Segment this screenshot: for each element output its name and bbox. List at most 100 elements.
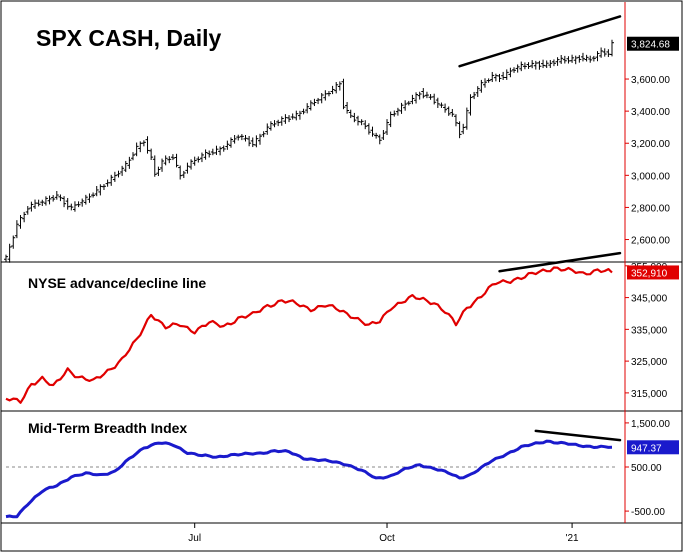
spx-y-tick-label: 3,600.00 <box>631 75 670 86</box>
spx-ohlc-bar <box>181 170 186 179</box>
breadth-y-axis: 1,500.00 500.00 -500.00 <box>625 419 670 518</box>
spx-ohlc-bar <box>225 140 230 150</box>
spx-ohlc-bar <box>352 112 357 123</box>
spx-ohlc-bar <box>94 185 99 197</box>
spx-ohlc-bar <box>268 121 273 131</box>
spx-ohlc-bar <box>482 78 487 88</box>
spx-ohlc-bar <box>450 108 455 117</box>
spx-ohlc-bar <box>512 67 517 73</box>
spx-ohlc-bar <box>319 93 324 104</box>
spx-last-value-label: 3,824.68 <box>631 40 670 51</box>
spx-ohlc-bar <box>551 59 556 67</box>
spx-ohlc-bar <box>599 47 604 58</box>
spx-ohlc-bar <box>595 51 600 62</box>
spx-ohlc-bar <box>170 154 175 161</box>
spx-ohlc-bar <box>297 110 302 120</box>
spx-y-tick-label: 2,600.00 <box>631 236 670 247</box>
spx-last-value-tag-bg <box>627 36 679 51</box>
spx-ohlc-bar <box>101 184 106 191</box>
spx-ohlc-bar <box>486 78 491 83</box>
x-tick-label: '21 <box>566 533 579 544</box>
ad-line-y-tick-label: 345,000 <box>631 294 668 305</box>
spx-ohlc-bar <box>258 133 263 145</box>
spx-ohlc-bar <box>294 110 299 121</box>
breadth-series <box>5 439 613 519</box>
spx-ohlc-bar <box>123 160 128 173</box>
spx-ohlc-bar <box>287 115 292 123</box>
spx-ohlc-bar <box>537 60 542 70</box>
spx-ohlc-bar <box>559 55 564 64</box>
spx-ohlc-bar <box>152 155 157 177</box>
spx-ohlc-bar <box>109 174 114 186</box>
spx-ohlc-bar <box>366 123 371 135</box>
spx-ohlc-bar <box>341 78 346 110</box>
ad-line-last-value-tag-bg <box>627 265 679 280</box>
spx-ohlc-bar <box>196 156 201 163</box>
spx-ohlc-bar <box>167 156 172 164</box>
spx-ohlc-bar <box>76 201 81 208</box>
spx-ohlc-bar <box>54 191 59 200</box>
spx-ohlc-bar <box>7 243 12 263</box>
breadth-panel: 1,500.00 500.00 -500.00 Mid-Term Breadth I… <box>5 419 679 519</box>
spx-ohlc-bar <box>47 195 52 205</box>
spx-ohlc-bar <box>25 206 30 215</box>
breadth-panel-title: Mid-Term Breadth Index <box>28 420 187 436</box>
spx-ohlc-bar <box>14 220 19 239</box>
spx-ohlc-bar <box>185 162 190 174</box>
spx-ohlc-bar <box>243 134 248 142</box>
spx-ohlc-bar <box>446 106 451 116</box>
spx-ohlc-bar <box>326 91 331 97</box>
breadth-y-tick-label: 500.00 <box>631 463 662 474</box>
spx-ohlc-bar <box>577 55 582 63</box>
spx-ohlc-bar <box>127 156 132 169</box>
spx-ohlc-bar <box>580 52 585 62</box>
spx-ohlc-bar <box>247 135 252 147</box>
spx-ohlc-bar <box>207 150 212 158</box>
spx-ohlc-bar <box>424 91 429 99</box>
spx-ohlc-bar <box>602 48 607 57</box>
spx-panel: 2,600.00 2,800.00 3,000.00 3,200.00 3,400.00… <box>4 15 679 263</box>
spx-ohlc-bar <box>399 102 404 114</box>
spx-ohlc-bar <box>120 165 125 176</box>
spx-ohlc-bar <box>363 120 368 130</box>
spx-trendline <box>458 15 622 68</box>
spx-ohlc-bar <box>141 140 146 147</box>
spx-ohlc-bar <box>131 152 136 161</box>
spx-ohlc-bar <box>228 137 233 148</box>
breadth-y-tick-label: 1,500.00 <box>631 419 670 430</box>
spx-ohlc-bar <box>443 103 448 113</box>
spx-y-tick-label: 3,400.00 <box>631 107 670 118</box>
spx-chart-title: SPX CASH, Daily <box>36 25 222 51</box>
spx-ohlc-bar <box>83 194 88 205</box>
spx-ohlc-bar <box>301 108 306 115</box>
x-tick-label: Oct <box>379 533 395 544</box>
breadth-last-value-tag-bg <box>627 440 679 455</box>
spx-ohlc-bar <box>359 119 364 126</box>
spx-ohlc-bar <box>570 54 575 63</box>
spx-ohlc-bar <box>11 235 16 249</box>
spx-ohlc-bar <box>381 129 386 140</box>
spx-ohlc-bar <box>526 62 531 69</box>
spx-last-value-tag: 3,824.68 <box>627 36 679 51</box>
spx-ohlc-bar <box>439 102 444 108</box>
spx-y-tick-label: 3,000.00 <box>631 171 670 182</box>
spx-ohlc-bar <box>410 94 415 105</box>
spx-ohlc-bar <box>515 64 520 73</box>
spx-ohlc-bars <box>4 39 614 263</box>
spx-ohlc-bar <box>573 55 578 65</box>
spx-ohlc-bar <box>232 134 237 144</box>
spx-ohlc-bar <box>29 201 34 212</box>
spx-ohlc-bar <box>385 119 390 136</box>
spx-ohlc-bar <box>189 159 194 170</box>
spx-ohlc-bar <box>312 98 317 107</box>
spx-ohlc-bar <box>345 101 350 114</box>
spx-ohlc-bar <box>395 107 400 116</box>
spx-ohlc-bar <box>417 91 422 100</box>
ad-line-series <box>5 266 613 404</box>
spx-ohlc-bar <box>221 145 226 152</box>
spx-ohlc-bar <box>457 121 462 139</box>
